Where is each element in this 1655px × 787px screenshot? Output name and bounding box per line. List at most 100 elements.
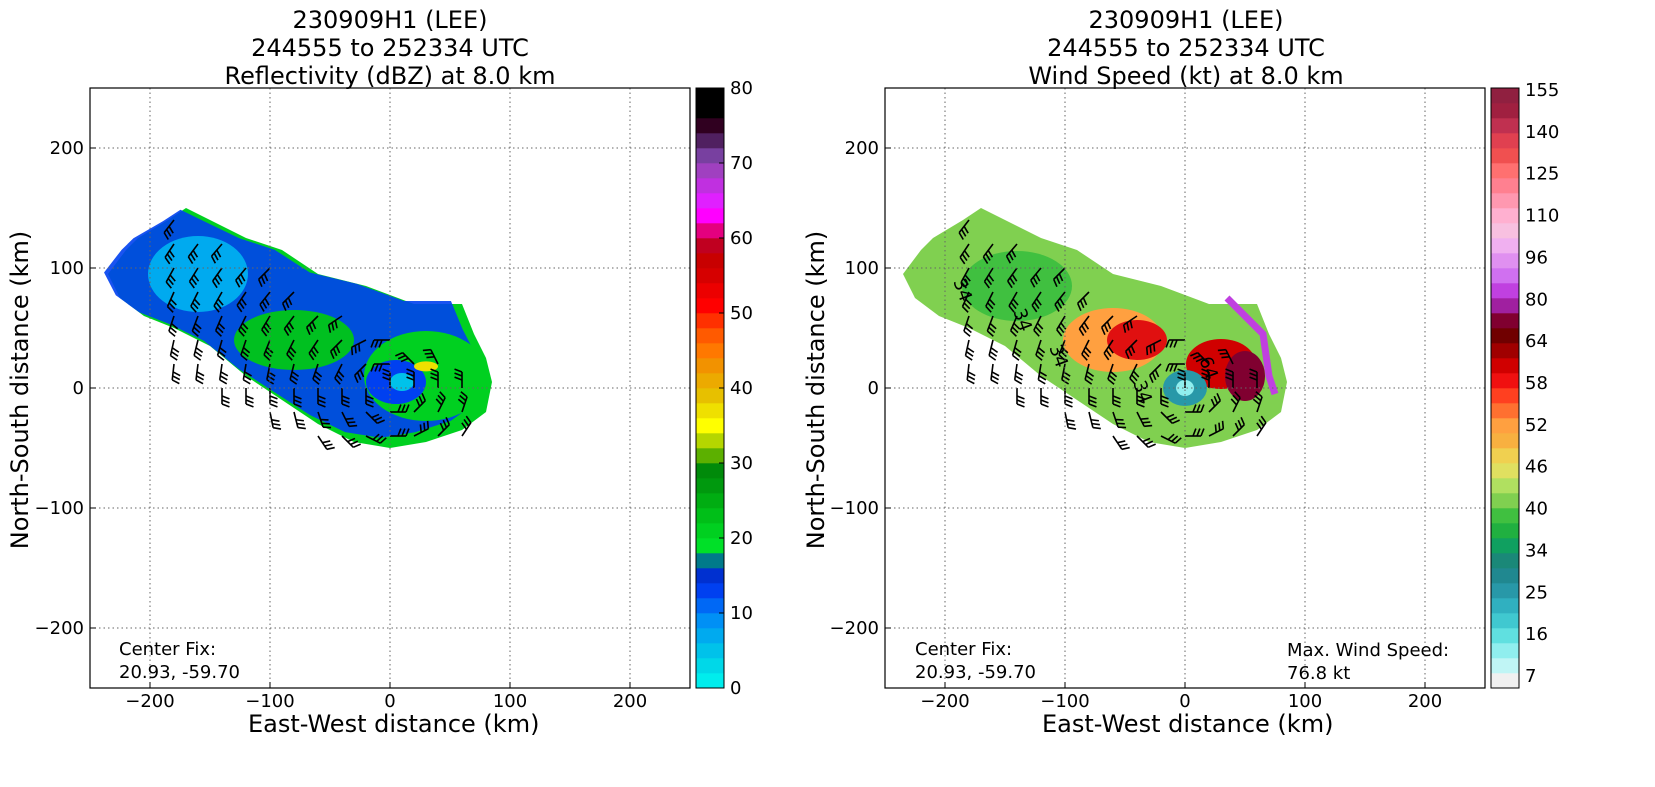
wind-barb-flag bbox=[213, 305, 220, 313]
wind-barb-flag bbox=[374, 339, 379, 348]
wind-barb-flag bbox=[445, 417, 451, 426]
wind-barb-flag bbox=[261, 300, 268, 309]
colorbar-segment bbox=[1491, 523, 1519, 539]
wind-barb-flag bbox=[187, 256, 194, 265]
wind-barb-flag bbox=[312, 378, 320, 385]
wind-barb-flag bbox=[327, 324, 332, 333]
wind-barb-flag bbox=[317, 403, 326, 408]
colorbar-tick-label: 40 bbox=[1525, 499, 1548, 520]
wind-barb-flag bbox=[397, 404, 402, 413]
y-tick-label: 0 bbox=[868, 378, 879, 399]
colorbar-segment bbox=[696, 208, 724, 224]
wind-barb-flag bbox=[169, 274, 176, 282]
wind-barb-flag bbox=[430, 372, 439, 377]
wind-barb-flag bbox=[237, 276, 243, 285]
wind-barb-flag bbox=[1249, 368, 1258, 373]
wind-barb-flag bbox=[1165, 363, 1170, 372]
wind-barb-flag bbox=[293, 403, 302, 408]
wind-barb-flag bbox=[215, 330, 222, 337]
wind-barb-flag bbox=[1210, 398, 1216, 407]
wind-barb-flag bbox=[193, 298, 201, 306]
colorbar-segment bbox=[696, 553, 724, 569]
wind-barb-flag bbox=[1107, 378, 1115, 385]
wind-barb-flag bbox=[242, 346, 251, 354]
x-axis-label: East-West distance (km) bbox=[248, 710, 540, 738]
wind-barb-flag bbox=[1010, 301, 1017, 310]
wind-barb-flag bbox=[194, 350, 203, 357]
wind-barb-flag bbox=[1092, 426, 1101, 430]
wind-barb-flag bbox=[217, 298, 224, 306]
wind-barb-flag bbox=[341, 403, 350, 408]
wind-barb-flag bbox=[1055, 276, 1061, 285]
grid bbox=[885, 88, 1485, 688]
colorbar-tick-label: 58 bbox=[1525, 373, 1548, 394]
wind-barb-flag bbox=[1171, 435, 1179, 442]
colorbar-segment bbox=[696, 598, 724, 614]
wind-barb-flag bbox=[193, 326, 201, 334]
wind-barb-flag bbox=[272, 426, 282, 430]
wind-barb bbox=[365, 435, 381, 444]
wind-barb-flag bbox=[265, 322, 272, 330]
wind-barb-flag bbox=[1066, 419, 1075, 423]
wind-barb-flag bbox=[1039, 371, 1047, 377]
colorbar-tick-label: 50 bbox=[730, 303, 753, 324]
wind-barb-flag bbox=[1091, 422, 1100, 426]
colorbar-tick-label: 125 bbox=[1525, 164, 1559, 185]
colorbar-tick-label: 30 bbox=[730, 453, 753, 474]
y-tick-label: 0 bbox=[73, 378, 84, 399]
wind-barb bbox=[1056, 315, 1066, 331]
colorbar-tick-label: 7 bbox=[1525, 666, 1536, 687]
wind-barb-flag bbox=[461, 422, 468, 430]
wind-barb-flag bbox=[1218, 422, 1221, 431]
colorbar-segment bbox=[696, 313, 724, 329]
colorbar-segment bbox=[696, 373, 724, 389]
colorbar-segment bbox=[696, 673, 724, 689]
colorbar-segment bbox=[1491, 568, 1519, 584]
wind-barb-flag bbox=[1254, 394, 1262, 402]
wind-barb bbox=[235, 267, 247, 281]
wind-barb-flag bbox=[988, 326, 996, 334]
wind-barb-flag bbox=[439, 422, 445, 431]
wind-barb-flag bbox=[350, 440, 359, 446]
wind-barb-flag bbox=[1058, 325, 1065, 334]
wind-barb-flag bbox=[370, 363, 375, 372]
wind-barb-flag bbox=[965, 322, 974, 330]
wind-barb-flag bbox=[1105, 349, 1112, 357]
x-tick-label: 0 bbox=[384, 691, 395, 712]
x-tick-label: 200 bbox=[1408, 691, 1442, 712]
wind-barb-flag bbox=[245, 395, 254, 400]
colorbar-segment bbox=[696, 628, 724, 644]
wind-barb-flag bbox=[963, 330, 971, 337]
wind-barb-flag bbox=[989, 322, 997, 330]
wind-barb bbox=[990, 363, 994, 380]
center-fix-value: 20.93, -59.70 bbox=[119, 662, 240, 683]
wind-barb-flag bbox=[1173, 363, 1178, 372]
wind-barb-flag bbox=[465, 415, 472, 424]
wind-barb-flag bbox=[219, 347, 227, 354]
wind-barb-flag bbox=[966, 347, 975, 353]
colorbar-segment bbox=[696, 103, 724, 119]
colorbar-segment bbox=[696, 118, 724, 134]
colorbar-segment bbox=[696, 523, 724, 539]
wind-barb-flag bbox=[288, 321, 295, 330]
wind-barb-flag bbox=[1040, 403, 1049, 408]
wind-barb-flag bbox=[1230, 398, 1238, 406]
colorbar-segment bbox=[696, 298, 724, 314]
wind-barb-flag bbox=[216, 326, 224, 334]
wind-barb-flag bbox=[382, 368, 391, 373]
wind-barb-flag bbox=[1035, 298, 1042, 306]
wind-barb-flag bbox=[423, 422, 426, 431]
wind-barb-flag bbox=[405, 428, 410, 437]
wind-barb-flag bbox=[1009, 277, 1016, 285]
wind-barb-flag bbox=[967, 375, 976, 381]
reflectivity-title: 230909H1 (LEE) 244555 to 252334 UTC Refl… bbox=[40, 6, 740, 90]
wind-barb-flag bbox=[1033, 329, 1040, 337]
colorbar-tick-label: 20 bbox=[730, 528, 753, 549]
wind-barb-flag bbox=[442, 419, 448, 428]
wind-barb-flag bbox=[1016, 399, 1025, 404]
colorbar-segment bbox=[696, 148, 724, 164]
wind-barb-flag bbox=[334, 377, 341, 385]
colorbar-tick-label: 80 bbox=[730, 78, 753, 99]
colorbar-segment bbox=[1491, 208, 1519, 224]
